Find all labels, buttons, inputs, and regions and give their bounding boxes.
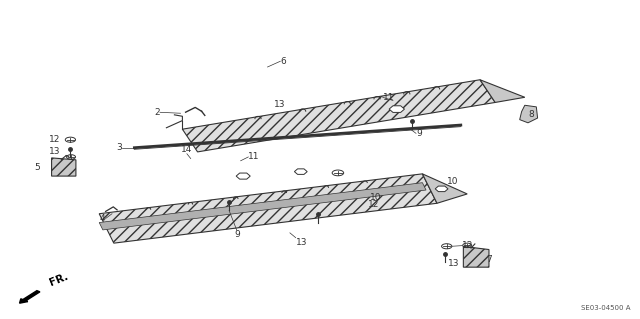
Text: 4: 4 [100,214,106,223]
Text: 8: 8 [528,110,534,119]
Text: 13: 13 [448,259,460,268]
Text: 12: 12 [49,135,61,144]
Text: 12: 12 [368,200,380,209]
Polygon shape [435,186,448,192]
Text: 13: 13 [49,147,61,156]
FancyArrow shape [20,291,40,303]
Text: 7: 7 [486,255,492,263]
Polygon shape [422,174,467,203]
Text: SE03-04500 A: SE03-04500 A [581,305,630,311]
Text: 10: 10 [370,193,381,202]
Text: 2: 2 [154,108,160,117]
Polygon shape [182,80,495,152]
Polygon shape [236,173,250,179]
Text: 6: 6 [280,57,286,66]
Text: 13: 13 [274,100,285,109]
Text: 11: 11 [248,152,260,161]
Text: 9: 9 [234,230,239,239]
Text: 10: 10 [447,177,458,186]
Text: FR.: FR. [48,271,70,288]
Polygon shape [520,105,538,123]
Text: 11: 11 [383,93,394,102]
Polygon shape [99,174,437,243]
Text: 3: 3 [116,143,122,152]
Polygon shape [294,169,307,174]
Polygon shape [52,158,76,176]
Polygon shape [463,246,489,267]
Polygon shape [480,80,525,102]
Text: 5: 5 [34,163,40,172]
Text: 14: 14 [181,145,193,154]
Text: 13: 13 [296,238,307,247]
Polygon shape [389,106,404,112]
Text: 9: 9 [416,129,422,138]
Polygon shape [99,183,426,230]
Text: 12: 12 [462,241,474,250]
